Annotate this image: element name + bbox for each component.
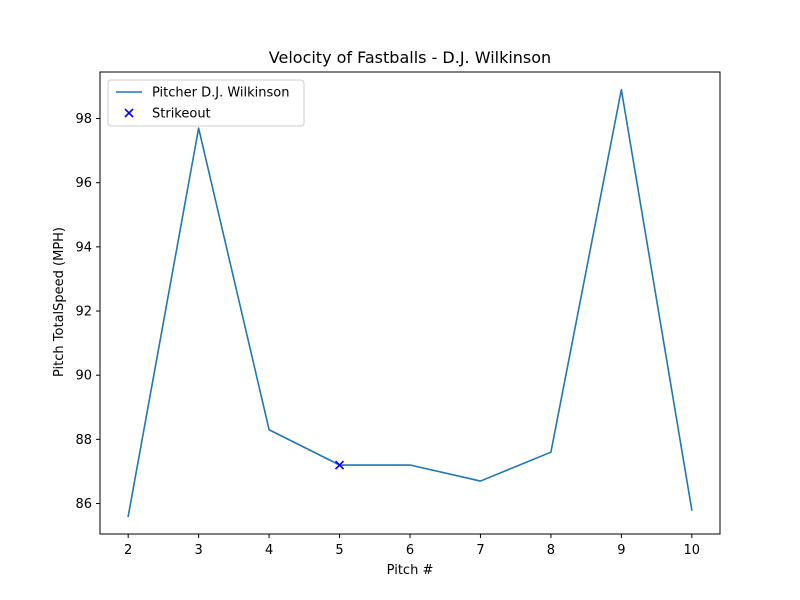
x-tick-label: 5 <box>335 543 343 558</box>
strikeout-marker <box>334 460 345 470</box>
legend: Pitcher D.J. Wilkinson Strikeout <box>107 79 305 127</box>
x-tick-label: 9 <box>617 543 625 558</box>
x-axis-title: Pitch # <box>387 563 434 578</box>
x-tick-label: 3 <box>194 543 202 558</box>
x-tick-label: 2 <box>124 543 132 558</box>
x-tick-label: 10 <box>684 543 701 558</box>
legend-item-strikeout: Strikeout <box>124 107 211 122</box>
x-tick-label: 6 <box>406 543 414 558</box>
legend-item-pitcher: Pitcher D.J. Wilkinson <box>116 86 290 101</box>
y-tick-label: 88 <box>75 433 92 448</box>
axis-ticks: 2 3 4 5 6 7 8 9 10 86 88 90 92 94 96 98 <box>75 112 700 558</box>
legend-label: Strikeout <box>152 107 211 122</box>
y-axis-title: Pitch TotalSpeed (MPH) <box>52 227 67 377</box>
legend-marker-swatch <box>124 108 134 118</box>
y-tick-label: 98 <box>75 112 92 127</box>
y-tick-label: 94 <box>75 240 92 255</box>
y-tick-label: 96 <box>75 176 92 191</box>
series-line-0 <box>127 88 693 518</box>
legend-box <box>107 79 305 127</box>
chart-title: Velocity of Fastballs - D.J. Wilkinson <box>269 48 551 67</box>
x-tick-label: 4 <box>265 543 273 558</box>
strikeout-marker-stroke <box>334 460 345 470</box>
y-tick-label: 92 <box>75 305 92 320</box>
y-tick-label: 86 <box>75 497 92 512</box>
x-tick-label: 8 <box>547 543 555 558</box>
x-tick-label: 7 <box>476 543 484 558</box>
legend-label: Pitcher D.J. Wilkinson <box>152 86 290 101</box>
y-tick-label: 90 <box>75 369 92 384</box>
